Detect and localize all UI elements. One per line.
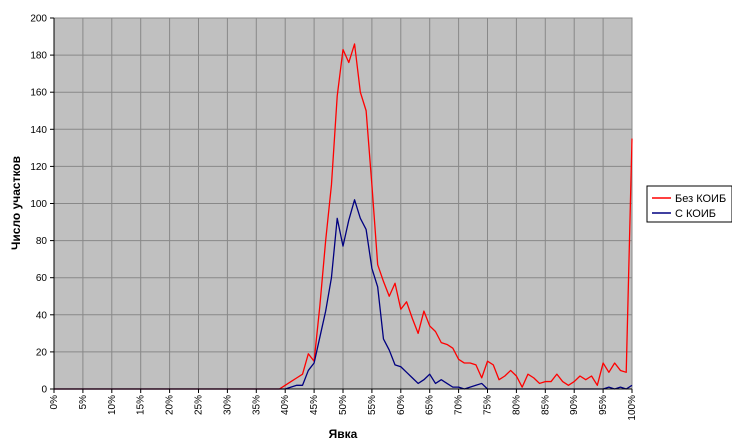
y-tick-labels: 0 20 40 60 80 100 120 140 160 180 200 bbox=[30, 14, 54, 396]
y-tick-label-60: 60 bbox=[36, 273, 48, 284]
y-tick-label-40: 40 bbox=[36, 310, 48, 321]
y-tick-label-100: 100 bbox=[30, 199, 47, 210]
x-tick-label-0pct: 0% bbox=[49, 395, 60, 410]
legend-box bbox=[646, 185, 732, 223]
x-tick-label-50pct: 50% bbox=[338, 395, 349, 415]
y-axis-title: Число участков bbox=[9, 156, 23, 250]
x-tick-label-35pct: 35% bbox=[251, 395, 262, 415]
x-tick-label-65pct: 65% bbox=[425, 395, 436, 415]
x-tick-label-60pct: 60% bbox=[396, 395, 407, 415]
x-tick-label-20pct: 20% bbox=[165, 395, 176, 415]
x-tick-label-100pct: 100% bbox=[627, 395, 638, 421]
grid-lines bbox=[53, 17, 633, 390]
x-tick-label-10pct: 10% bbox=[107, 395, 118, 415]
x-tick-label-5pct: 5% bbox=[78, 395, 89, 410]
legend-label-s-koib: С КОИБ bbox=[675, 208, 716, 220]
series-line-bez-koib bbox=[54, 43, 633, 390]
x-tick-label-95pct: 95% bbox=[598, 395, 609, 415]
x-tick-label-25pct: 25% bbox=[194, 395, 205, 415]
x-tick-label-15pct: 15% bbox=[136, 395, 147, 415]
x-axis-title: Явка bbox=[329, 427, 358, 441]
y-tick-label-160: 160 bbox=[30, 88, 47, 99]
x-tick-label-45pct: 45% bbox=[309, 395, 320, 415]
y-tick-label-0: 0 bbox=[41, 385, 47, 396]
legend-label-bez-koib: Без КОИБ bbox=[675, 193, 726, 205]
y-tick-label-200: 200 bbox=[30, 14, 47, 25]
y-tick-label-120: 120 bbox=[30, 162, 47, 173]
x-tick-label-80pct: 80% bbox=[511, 395, 522, 415]
x-tick-label-40pct: 40% bbox=[280, 395, 291, 415]
y-tick-label-180: 180 bbox=[30, 51, 47, 62]
x-tick-label-75pct: 75% bbox=[483, 395, 494, 415]
y-tick-label-140: 140 bbox=[30, 125, 47, 136]
x-tick-label-55pct: 55% bbox=[367, 395, 378, 415]
x-tick-labels: 0% 5% 10% 15% 20% 25% 30% 35% 40% 45% 50% 55% 60% 65%… bbox=[49, 389, 638, 421]
y-tick-label-80: 80 bbox=[36, 236, 48, 247]
legend: Без КОИБ С КОИБ bbox=[646, 185, 732, 223]
x-tick-label-85pct: 85% bbox=[540, 395, 551, 415]
y-tick-label-20: 20 bbox=[36, 347, 48, 358]
x-tick-label-90pct: 90% bbox=[569, 395, 580, 415]
x-tick-label-30pct: 30% bbox=[222, 395, 233, 415]
x-tick-label-70pct: 70% bbox=[454, 395, 465, 415]
